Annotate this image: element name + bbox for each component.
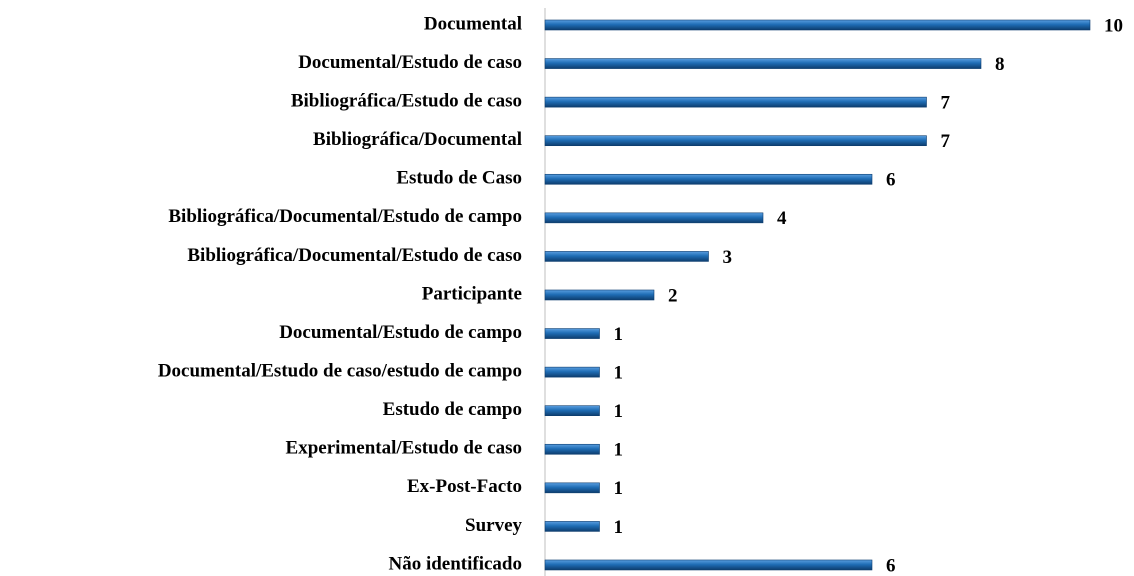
category-label: Bibliográfica/Documental <box>313 129 522 150</box>
category-label: Documental/Estudo de caso <box>298 52 522 73</box>
category-label: Documental/Estudo de campo <box>279 322 522 343</box>
bar <box>544 328 600 339</box>
bar <box>544 251 709 262</box>
category-label: Documental/Estudo de caso/estudo de camp… <box>158 360 522 381</box>
bar <box>544 135 927 147</box>
bar <box>544 482 600 494</box>
value-label: 6 <box>886 170 896 191</box>
value-label: 1 <box>614 324 624 345</box>
value-label: 10 <box>1104 15 1123 36</box>
category-label: Documental <box>424 13 522 34</box>
category-label: Bibliográfica/Documental/Estudo de caso <box>187 245 522 266</box>
category-label: Survey <box>465 515 523 536</box>
bar <box>544 559 873 571</box>
value-label: 1 <box>614 478 624 499</box>
value-label: 7 <box>941 131 951 152</box>
bar <box>544 289 655 301</box>
bar <box>544 366 600 378</box>
category-label: Estudo de campo <box>383 399 522 420</box>
value-label: 1 <box>614 362 624 383</box>
value-label: 1 <box>614 517 624 538</box>
category-label: Ex-Post-Facto <box>407 476 522 497</box>
value-label: 4 <box>777 208 787 229</box>
bar <box>544 521 600 532</box>
bar <box>544 58 982 69</box>
category-label: Experimental/Estudo de caso <box>286 438 522 459</box>
bar <box>544 19 1091 31</box>
value-label: 3 <box>723 247 733 268</box>
bar <box>544 96 927 108</box>
value-label: 8 <box>995 54 1005 75</box>
bar <box>544 405 600 417</box>
value-label: 7 <box>941 92 951 113</box>
category-label: Estudo de Caso <box>396 168 522 189</box>
category-label: Bibliográfica/Estudo de caso <box>291 90 522 111</box>
category-label: Não identificado <box>388 553 522 574</box>
bar <box>544 212 764 224</box>
category-label: Bibliográfica/Documental/Estudo de campo <box>168 206 522 227</box>
value-label: 1 <box>614 401 624 422</box>
value-label: 2 <box>668 285 678 306</box>
value-label: 1 <box>614 440 624 461</box>
value-label: 6 <box>886 555 896 576</box>
category-label: Participante <box>422 283 522 304</box>
bar <box>544 443 600 455</box>
bar <box>544 173 873 185</box>
